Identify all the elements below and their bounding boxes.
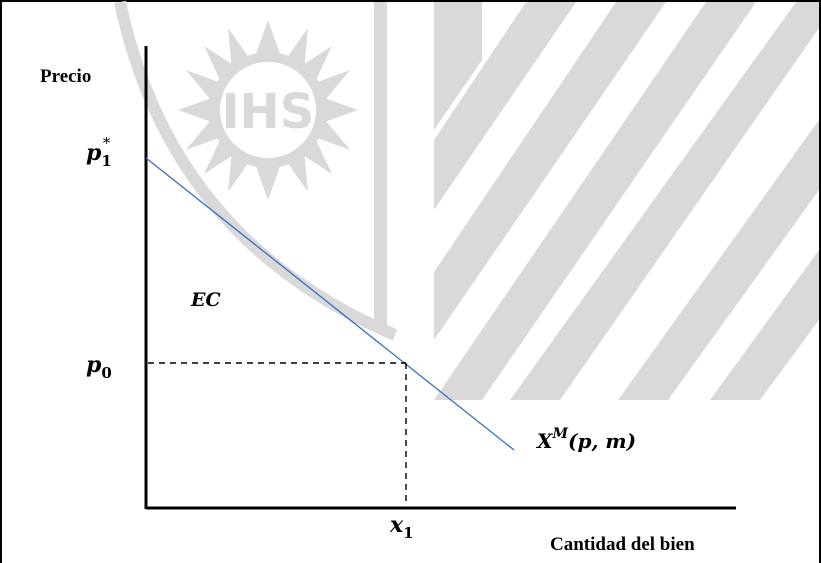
consumer-surplus-label: EC (190, 289, 221, 311)
demand-curve-label: XM(p, m) (535, 426, 636, 453)
demand-curve (145, 157, 515, 451)
x-axis-label: Cantidad del bien (550, 534, 695, 555)
watermark-text: IHS (222, 84, 315, 140)
price-low-label: p0 (86, 352, 112, 382)
watermark-bar (374, 2, 387, 332)
quantity-label: x1 (389, 512, 414, 542)
y-axis-label: Precio (40, 66, 91, 87)
watermark-stripes (434, 2, 819, 400)
watermark: IHS (114, 0, 819, 400)
sun-logo-icon (178, 20, 358, 200)
price-high-label: p1* (86, 134, 112, 170)
watermark-arc (114, 0, 398, 341)
